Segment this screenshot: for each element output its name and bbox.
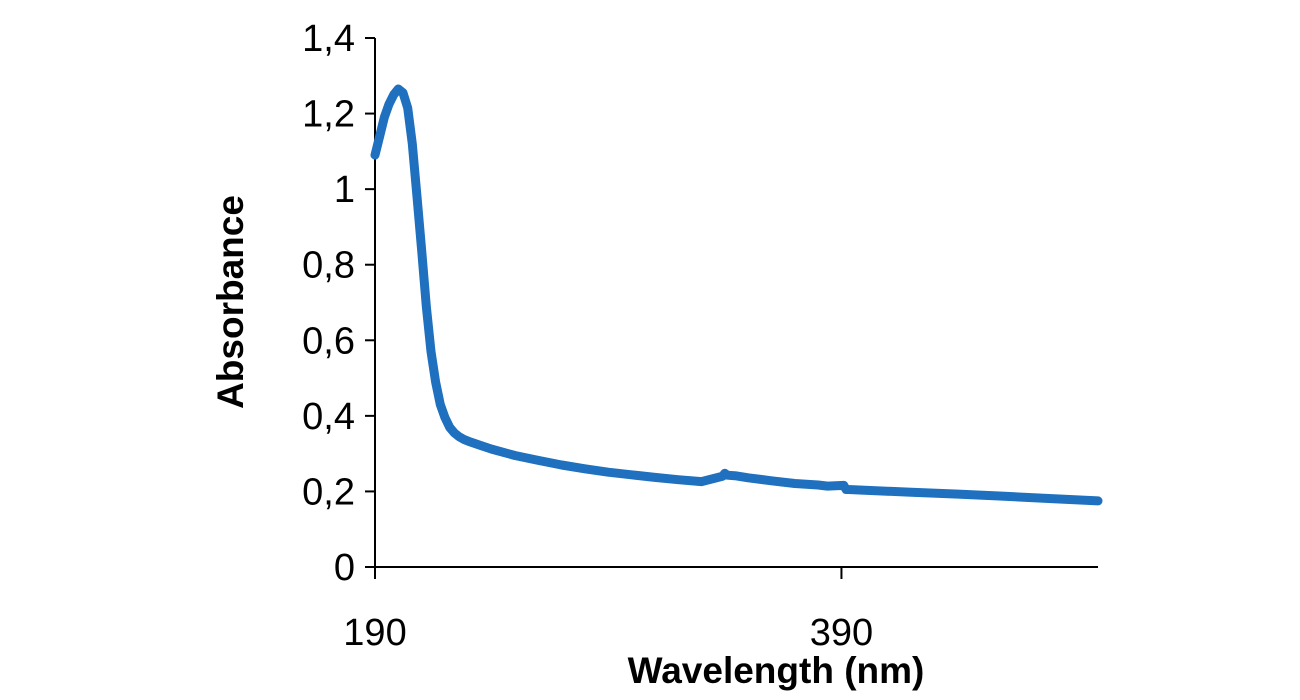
y-tick-label: 0,6 [302, 320, 355, 362]
y-tick-label: 1,2 [302, 94, 355, 136]
y-axis-ticks: 0 0,2 0,4 0,6 0,8 1 1,2 1,4 [302, 18, 375, 589]
absorbance-series-line [370, 84, 1103, 506]
y-tick-label: 0 [334, 547, 355, 589]
x-axis-title: Wavelength (nm) [628, 650, 925, 691]
y-tick-label: 1 [334, 169, 355, 211]
y-axis-title: Absorbance [210, 195, 251, 409]
y-tick-label: 0,4 [302, 396, 355, 438]
x-tick-label: 390 [810, 612, 873, 654]
y-tick-label: 1,4 [302, 18, 355, 60]
x-axis-ticks: 190 390 [343, 567, 873, 654]
y-tick-label: 0,8 [302, 245, 355, 287]
y-tick-label: 0,2 [302, 471, 355, 513]
x-tick-label: 190 [343, 612, 406, 654]
